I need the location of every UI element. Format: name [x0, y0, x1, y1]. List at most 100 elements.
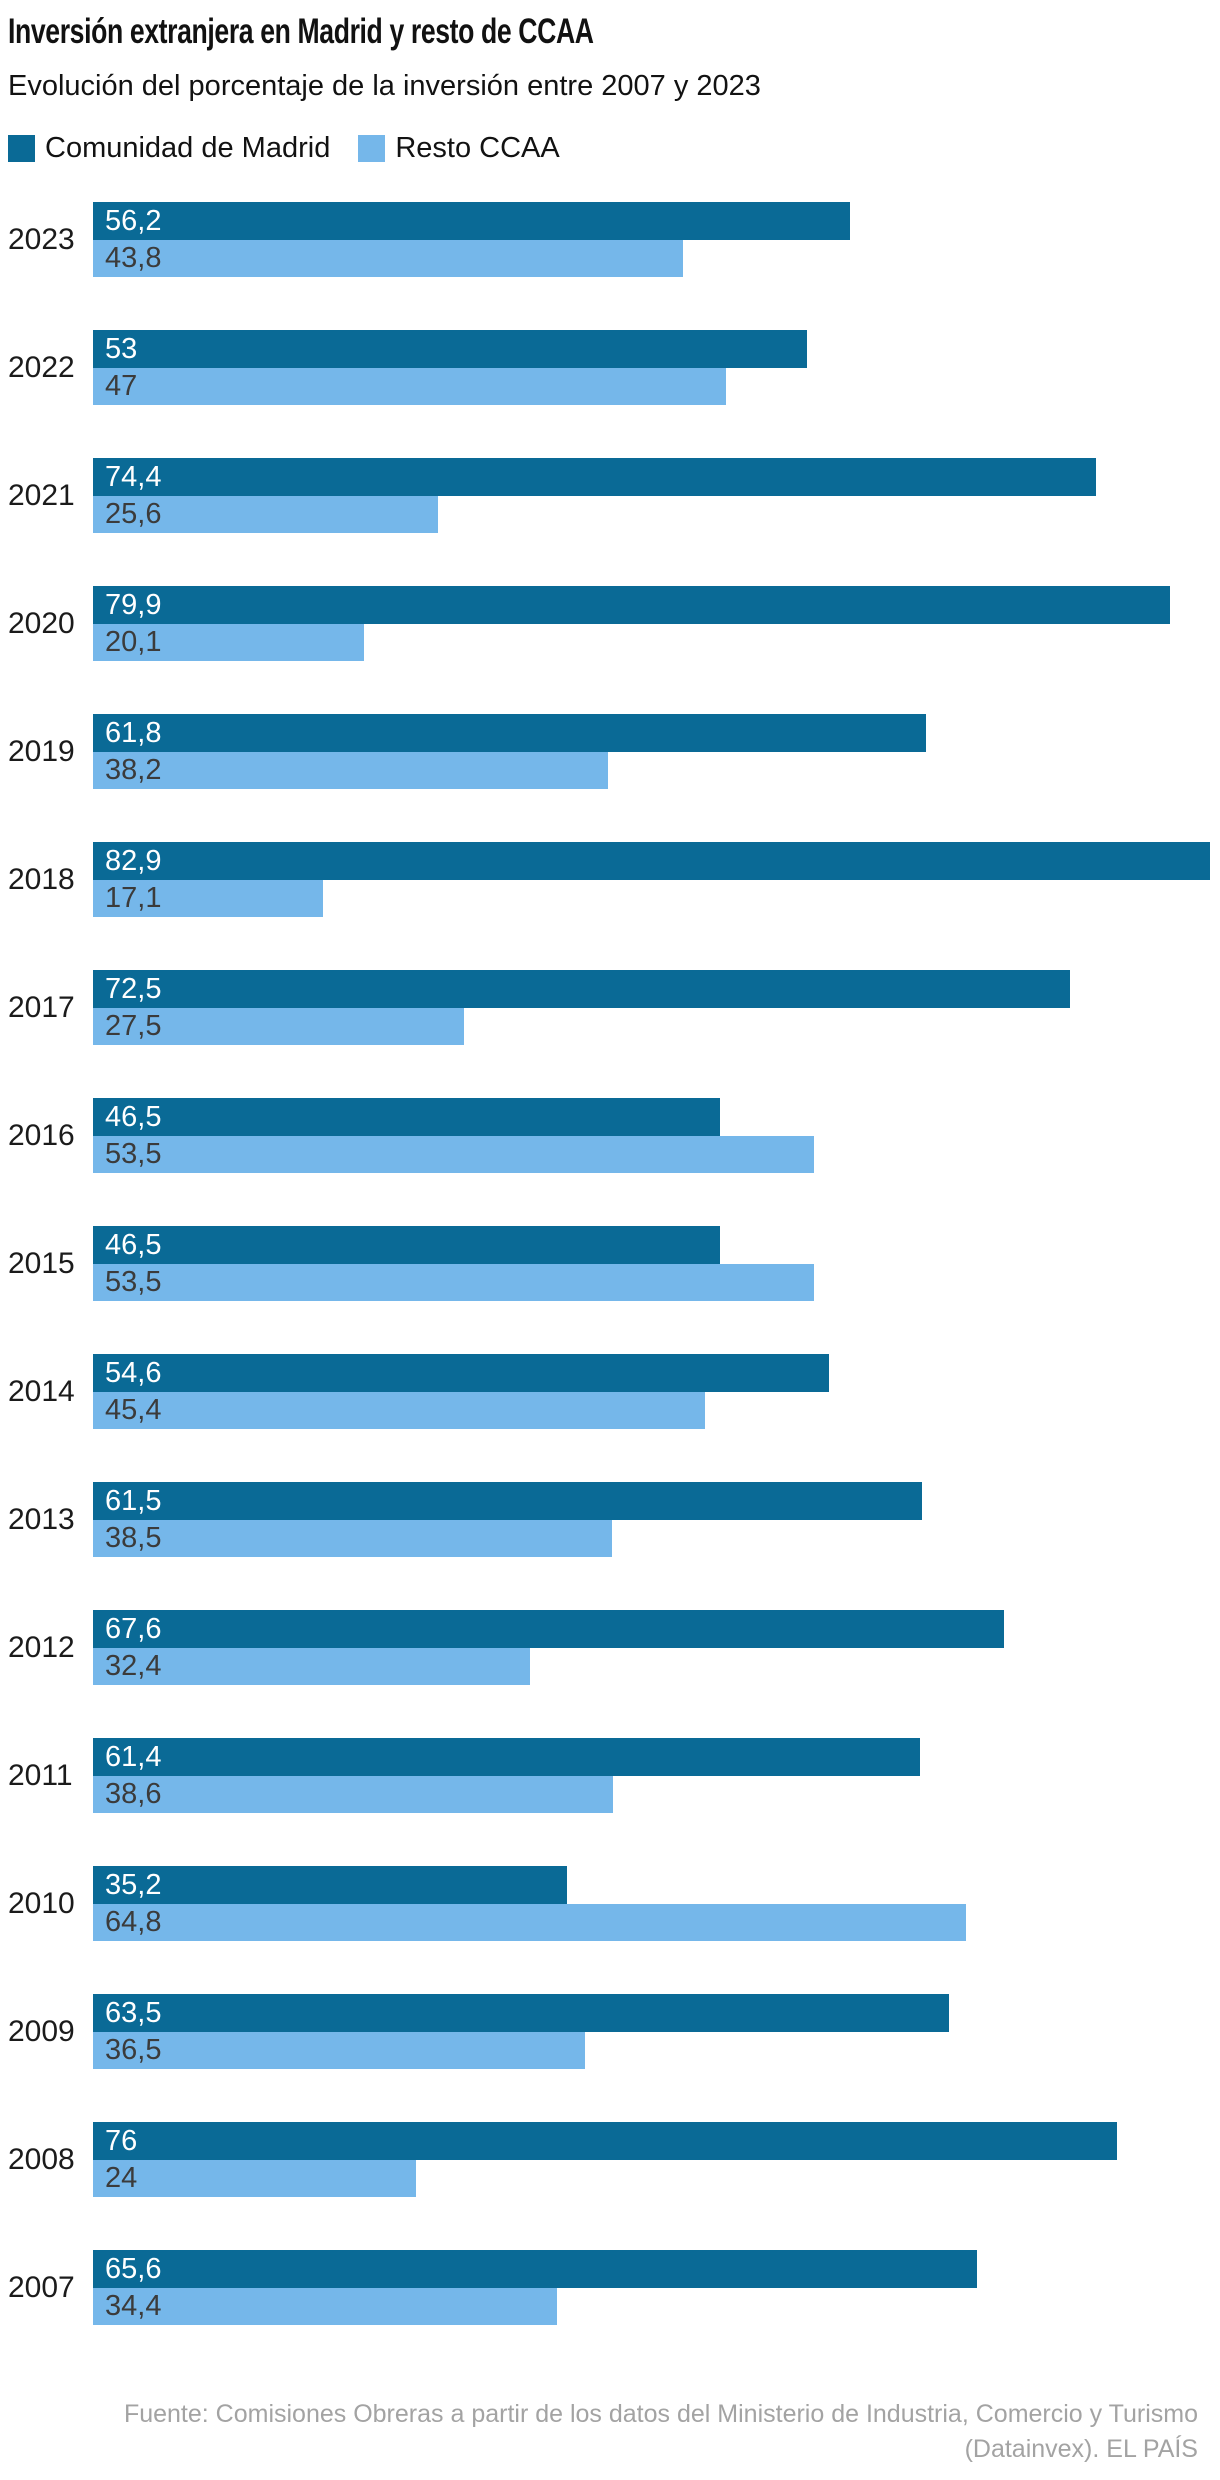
bar-pair: 56,2 43,8	[93, 202, 1210, 277]
year-group-2022: 2022 53 47	[8, 330, 1210, 405]
legend-label-resto: Resto CCAA	[395, 131, 560, 164]
bar-madrid-2011: 61,4	[93, 1738, 921, 1776]
bar-resto-2015: 53,5	[93, 1264, 814, 1301]
bar-resto-2019: 38,2	[93, 752, 608, 789]
year-label: 2015	[8, 1246, 75, 1280]
source-footer: Fuente: Comisiones Obreras a partir de l…	[8, 2397, 1210, 2467]
bar-madrid-2018: 82,9	[93, 842, 1210, 880]
bar-value-label: 63,5	[105, 1996, 162, 2029]
year-label: 2012	[8, 1630, 75, 1664]
bar-value-label: 47	[105, 370, 138, 402]
bar-madrid-2012: 67,6	[93, 1610, 1004, 1648]
bar-resto-2013: 38,5	[93, 1520, 612, 1557]
bar-value-label: 54,6	[105, 1356, 162, 1389]
year-group-2016: 2016 46,5 53,5	[8, 1098, 1210, 1173]
legend-swatch-resto	[358, 134, 386, 162]
bar-value-label: 43,8	[105, 242, 162, 274]
bar-pair: 46,5 53,5	[93, 1226, 1210, 1301]
bar-madrid-2014: 54,6	[93, 1354, 829, 1392]
bar-value-label: 38,5	[105, 1522, 162, 1554]
bar-value-label: 46,5	[105, 1228, 162, 1261]
year-group-2019: 2019 61,8 38,2	[8, 714, 1210, 789]
bar-value-label: 27,5	[105, 1010, 162, 1042]
chart-subtitle: Evolución del porcentaje de la inversión…	[8, 70, 761, 102]
year-label: 2020	[8, 606, 75, 640]
year-label: 2007	[8, 2270, 75, 2304]
year-label: 2010	[8, 1886, 75, 1920]
year-label: 2016	[8, 1118, 75, 1152]
bar-pair: 53 47	[93, 330, 1210, 405]
year-group-2018: 2018 82,9 17,1	[8, 842, 1210, 917]
year-group-2012: 2012 67,6 32,4	[8, 1610, 1210, 1685]
legend-item-madrid: Comunidad de Madrid	[8, 132, 330, 165]
year-group-2023: 2023 56,2 43,8	[8, 202, 1210, 277]
bar-madrid-2016: 46,5	[93, 1098, 720, 1136]
year-group-2008: 2008 76 24	[8, 2122, 1210, 2197]
year-label: 2013	[8, 1502, 75, 1536]
bar-value-label: 32,4	[105, 1650, 162, 1682]
bar-madrid-2013: 61,5	[93, 1482, 922, 1520]
bar-madrid-2019: 61,8	[93, 714, 926, 752]
bar-pair: 72,5 27,5	[93, 970, 1210, 1045]
bar-value-label: 38,2	[105, 754, 162, 786]
bar-value-label: 56,2	[105, 204, 162, 237]
bar-value-label: 61,8	[105, 716, 162, 749]
bar-value-label: 34,4	[105, 2290, 162, 2322]
bar-resto-2009: 36,5	[93, 2032, 585, 2069]
bar-value-label: 20,1	[105, 626, 162, 658]
bar-madrid-2023: 56,2	[93, 202, 851, 240]
year-label: 2008	[8, 2142, 75, 2176]
bar-resto-2008: 24	[93, 2160, 417, 2197]
bar-madrid-2020: 79,9	[93, 586, 1170, 624]
bar-resto-2020: 20,1	[93, 624, 364, 661]
year-group-2011: 2011 61,4 38,6	[8, 1738, 1210, 1813]
bar-madrid-2007: 65,6	[93, 2250, 977, 2288]
bar-pair: 61,8 38,2	[93, 714, 1210, 789]
bar-value-label: 72,5	[105, 972, 162, 1005]
year-group-2007: 2007 65,6 34,4	[8, 2250, 1210, 2325]
year-label: 2011	[8, 1758, 73, 1792]
bar-resto-2023: 43,8	[93, 240, 684, 277]
bar-resto-2014: 45,4	[93, 1392, 705, 1429]
year-label: 2021	[8, 478, 75, 512]
bar-value-label: 35,2	[105, 1868, 162, 1901]
chart-title: Inversión extranjera en Madrid y resto d…	[8, 12, 594, 51]
bar-pair: 61,5 38,5	[93, 1482, 1210, 1557]
legend-item-resto: Resto CCAA	[358, 131, 560, 165]
legend: Comunidad de Madrid Resto CCAA	[8, 131, 1210, 165]
year-group-2020: 2020 79,9 20,1	[8, 586, 1210, 661]
bar-pair: 79,9 20,1	[93, 586, 1210, 661]
bar-value-label: 24	[105, 2162, 138, 2194]
year-label: 2014	[8, 1374, 75, 1408]
year-group-2021: 2021 74,4 25,6	[8, 458, 1210, 533]
bar-value-label: 64,8	[105, 1906, 162, 1938]
legend-label-madrid: Comunidad de Madrid	[45, 131, 331, 164]
bar-value-label: 53,5	[105, 1266, 162, 1298]
year-group-2014: 2014 54,6 45,4	[8, 1354, 1210, 1429]
bar-resto-2018: 17,1	[93, 880, 324, 917]
bar-value-label: 61,5	[105, 1484, 162, 1517]
bar-madrid-2015: 46,5	[93, 1226, 720, 1264]
bar-resto-2012: 32,4	[93, 1648, 530, 1685]
year-label: 2019	[8, 734, 75, 768]
year-label: 2018	[8, 862, 75, 896]
bar-resto-2011: 38,6	[93, 1776, 614, 1813]
year-label: 2022	[8, 350, 75, 384]
bar-madrid-2017: 72,5	[93, 970, 1070, 1008]
bar-pair: 63,5 36,5	[93, 1994, 1210, 2069]
year-label: 2009	[8, 2014, 75, 2048]
bar-value-label: 53	[105, 332, 138, 365]
year-label: 2017	[8, 990, 75, 1024]
bar-pair: 74,4 25,6	[93, 458, 1210, 533]
legend-swatch-madrid	[8, 134, 35, 162]
bar-resto-2010: 64,8	[93, 1904, 967, 1941]
bar-madrid-2009: 63,5	[93, 1994, 949, 2032]
bar-pair: 35,2 64,8	[93, 1866, 1210, 1941]
bar-value-label: 67,6	[105, 1612, 162, 1645]
year-group-2017: 2017 72,5 27,5	[8, 970, 1210, 1045]
bar-resto-2022: 47	[93, 368, 727, 405]
bar-value-label: 65,6	[105, 2252, 162, 2285]
bar-value-label: 38,6	[105, 1778, 162, 1810]
bar-value-label: 79,9	[105, 588, 162, 621]
